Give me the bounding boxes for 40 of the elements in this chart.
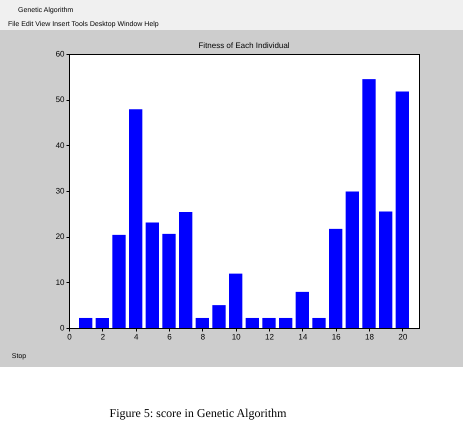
bar — [262, 318, 276, 328]
bar — [296, 292, 309, 328]
bar — [246, 318, 259, 328]
bar — [362, 79, 376, 328]
bar — [162, 234, 176, 328]
bar — [179, 212, 192, 328]
y-tick-label: 60 — [56, 50, 66, 58]
x-tick-label: 10 — [232, 332, 242, 342]
y-tick-label: 20 — [56, 232, 66, 242]
y-tick-label: 10 — [56, 278, 66, 287]
y-tick-label: 40 — [56, 140, 66, 150]
bar — [196, 318, 209, 328]
bar — [129, 109, 142, 328]
x-tick-label: 2 — [100, 332, 106, 342]
y-tick-label: 30 — [56, 186, 66, 196]
y-tick-label: 0 — [60, 324, 66, 332]
x-tick-label: 0 — [67, 332, 72, 342]
x-tick-label: 16 — [332, 332, 342, 342]
x-tick-label: 12 — [265, 332, 274, 342]
chart-title: Fitness of Each Individual — [198, 41, 290, 50]
bar — [396, 91, 409, 328]
bar — [212, 305, 226, 328]
x-tick-label: 4 — [134, 332, 139, 342]
x-tick-label: 8 — [200, 332, 206, 342]
bar — [229, 274, 242, 328]
bar — [96, 318, 109, 328]
bar — [279, 318, 292, 328]
bar — [379, 212, 392, 328]
bar — [79, 318, 92, 328]
x-tick-label: 18 — [365, 332, 374, 342]
x-tick-label: 20 — [398, 332, 408, 342]
caption: Figure 5: score in Genetic Algorithm — [110, 406, 288, 420]
bar — [112, 234, 126, 328]
bar — [146, 222, 159, 328]
bar — [346, 191, 359, 328]
bar — [329, 228, 342, 328]
x-tick-label: 14 — [298, 332, 308, 342]
x-tick-label: 6 — [167, 332, 172, 342]
y-tick-label: 50 — [56, 95, 66, 104]
bar — [312, 318, 326, 328]
